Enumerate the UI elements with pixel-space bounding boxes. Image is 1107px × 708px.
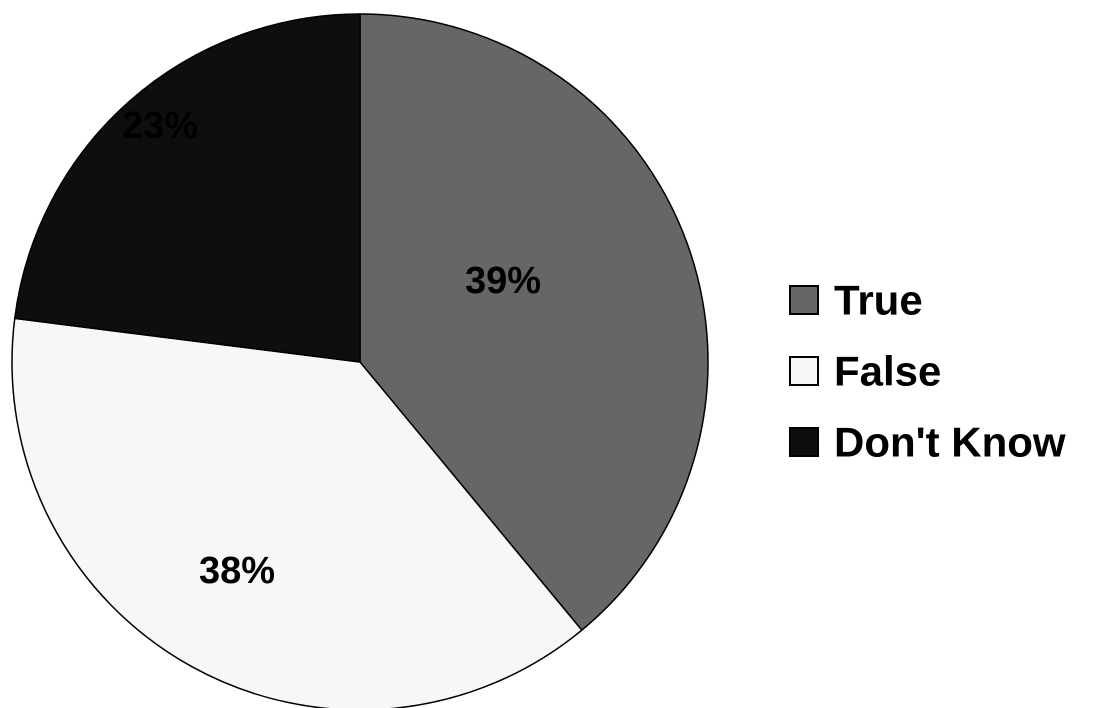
legend-item: True xyxy=(789,277,923,324)
pie-slice-don-t-know xyxy=(13,13,361,363)
slice-percent-label: 38% xyxy=(199,550,275,592)
pie-slice-false xyxy=(11,317,583,708)
legend-swatch xyxy=(789,285,819,315)
legend-swatch xyxy=(789,427,819,457)
pie-slice-true xyxy=(359,13,709,632)
legend-label: True xyxy=(834,277,923,324)
legend-item: Don't Know xyxy=(789,419,1066,466)
legend-label: Don't Know xyxy=(834,419,1066,466)
legend-label: False xyxy=(834,348,941,395)
slice-percent-label: 23% xyxy=(122,105,198,147)
pie-slices xyxy=(11,13,709,708)
pie-slice-labels: 39% 38% 23% xyxy=(122,105,541,592)
slice-percent-label: 39% xyxy=(465,260,541,302)
legend-item: False xyxy=(789,348,941,395)
legend: True False Don't Know xyxy=(789,277,1066,466)
legend-swatch xyxy=(789,356,819,386)
